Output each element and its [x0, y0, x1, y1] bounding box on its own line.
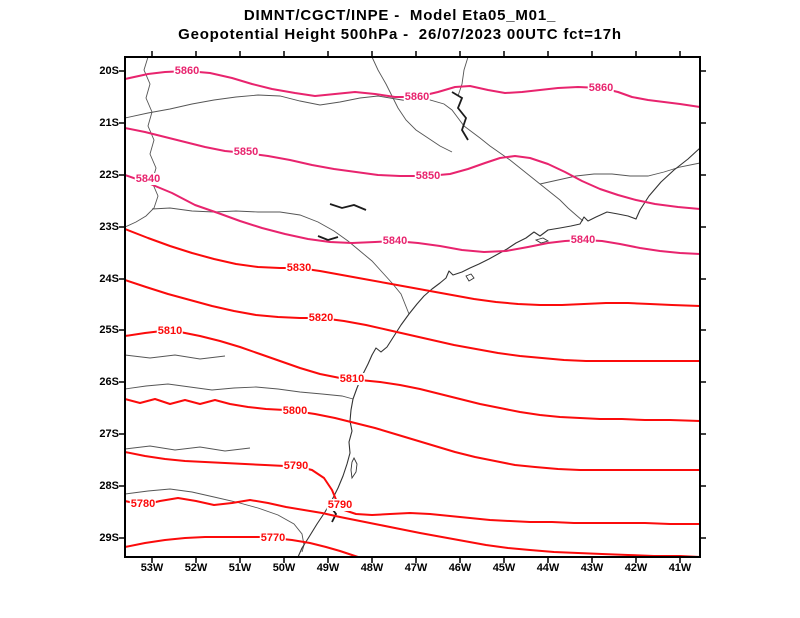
- x-axis-label: 44W: [536, 562, 560, 574]
- state-border-line: [371, 56, 453, 153]
- state-border-line: [124, 488, 305, 553]
- contour-line-5860: [124, 70, 701, 108]
- x-axis-label: 51W: [228, 562, 252, 574]
- y-axis-label: 25S: [99, 324, 119, 336]
- state-border-line: [124, 94, 584, 222]
- contour-label-5840: 5840: [381, 235, 409, 247]
- contour-line-5810: [124, 330, 701, 422]
- contour-label-5850: 5850: [414, 170, 442, 182]
- state-border-line: [124, 56, 159, 228]
- contour-label-5770: 5770: [259, 532, 287, 544]
- island-outline: [534, 237, 550, 244]
- y-axis-label: 28S: [99, 480, 119, 492]
- island-outline: [350, 456, 358, 480]
- x-axis-label: 48W: [360, 562, 384, 574]
- contour-label-5860: 5860: [173, 65, 201, 77]
- contour-label-5840: 5840: [569, 234, 597, 246]
- contour-label-5830: 5830: [285, 262, 313, 274]
- x-axis-label: 52W: [184, 562, 208, 574]
- contour-label-5860: 5860: [587, 82, 615, 94]
- y-axis-label: 27S: [99, 428, 119, 440]
- x-axis-label: 41W: [668, 562, 692, 574]
- x-axis-label: 46W: [448, 562, 472, 574]
- y-axis-label: 20S: [99, 65, 119, 77]
- contour-label-5820: 5820: [307, 312, 335, 324]
- contour-label-5780: 5780: [129, 498, 157, 510]
- y-axis-label: 24S: [99, 273, 119, 285]
- contour-line-5790: [124, 451, 701, 525]
- contour-label-5810: 5810: [338, 373, 366, 385]
- y-axis-label: 21S: [99, 117, 119, 129]
- title-line-1: DIMNT/CGCT/INPE - Model Eta05_M01_: [243, 7, 557, 24]
- contour-label-5790: 5790: [282, 460, 310, 472]
- x-axis-label: 43W: [580, 562, 604, 574]
- contour-label-5790: 5790: [326, 499, 354, 511]
- reservoir-line: [329, 203, 367, 211]
- state-border-line: [151, 207, 410, 315]
- contour-line-5800: [124, 398, 701, 471]
- state-border-line: [124, 354, 226, 360]
- title-line-2: Geopotential Height 500hPa - 26/07/2023 …: [178, 26, 622, 43]
- state-border-line: [124, 383, 354, 400]
- contour-label-5860: 5860: [403, 91, 431, 103]
- x-axis-label: 53W: [140, 562, 164, 574]
- plot-frame: [124, 56, 701, 558]
- x-axis-label: 50W: [272, 562, 296, 574]
- state-border-line: [124, 445, 251, 452]
- x-axis-label: 42W: [624, 562, 648, 574]
- y-axis-label: 23S: [99, 221, 119, 233]
- contour-label-5800: 5800: [281, 405, 309, 417]
- x-axis-label: 47W: [404, 562, 428, 574]
- island-outline: [465, 273, 475, 282]
- contour-line-5820: [124, 279, 701, 362]
- contour-label-5850: 5850: [232, 146, 260, 158]
- contour-line-5840: [124, 174, 701, 255]
- y-axis-label: 26S: [99, 376, 119, 388]
- contour-line-5830: [124, 228, 701, 307]
- state-border-line: [457, 56, 469, 97]
- contour-label-5810: 5810: [156, 325, 184, 337]
- state-border-line: [539, 162, 701, 185]
- reservoir-line: [317, 235, 339, 241]
- coastline: [297, 147, 701, 558]
- y-axis-label: 29S: [99, 532, 119, 544]
- y-axis-label: 22S: [99, 169, 119, 181]
- contour-line-5780: [124, 497, 701, 558]
- contour-label-5840: 5840: [134, 173, 162, 185]
- x-axis-label: 49W: [316, 562, 340, 574]
- reservoir-line: [451, 91, 469, 141]
- x-axis-label: 45W: [492, 562, 516, 574]
